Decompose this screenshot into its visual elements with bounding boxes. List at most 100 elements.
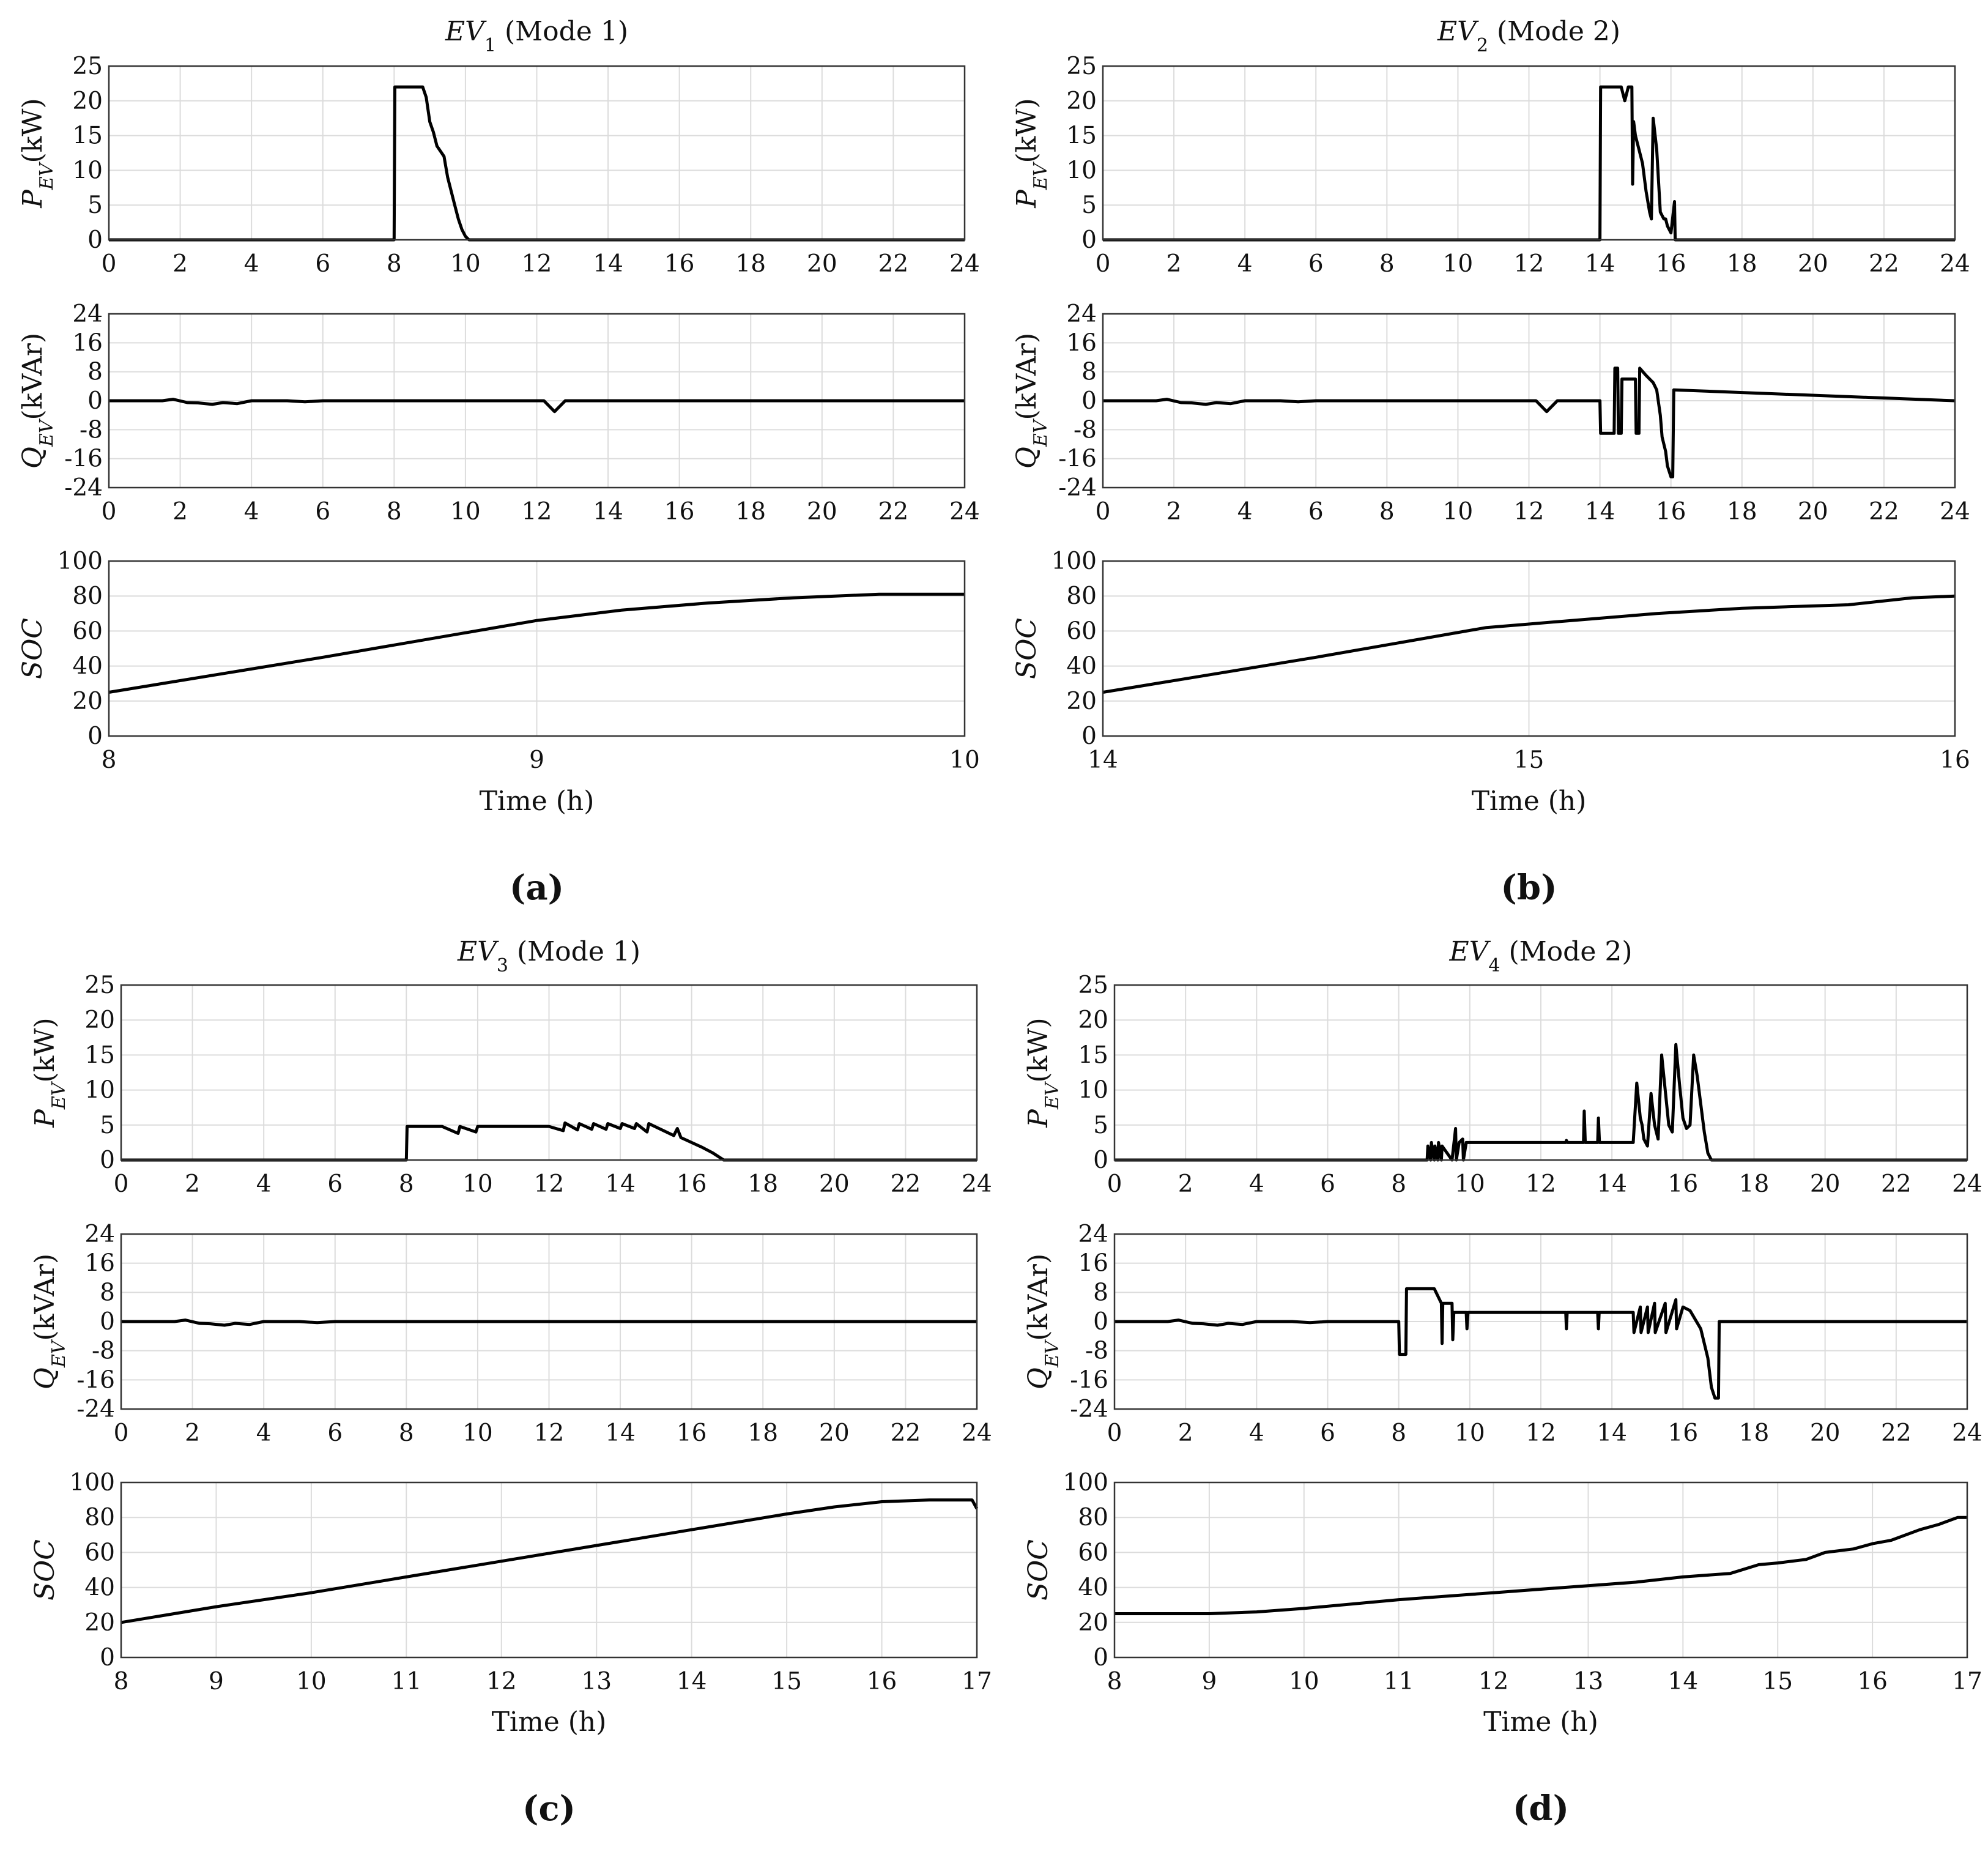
title-main: EV <box>1448 936 1491 967</box>
x-tick-label: 12 <box>1478 1668 1509 1695</box>
title-sub: 1 <box>484 35 496 56</box>
x-tick-label: 17 <box>962 1668 992 1695</box>
x-tick-label: 14 <box>593 250 623 278</box>
title-suffix: (Mode 2) <box>1488 16 1620 47</box>
ylabel-main: P <box>29 1109 61 1128</box>
x-tick-label: 6 <box>315 250 330 278</box>
y-tick-label: 40 <box>72 653 103 680</box>
y-tick-label: 60 <box>1078 1539 1108 1566</box>
x-tick-label: 18 <box>747 1419 778 1447</box>
x-tick-label: 0 <box>102 498 117 526</box>
y-axis-label: PEV(kW) <box>17 98 57 208</box>
x-tick-label: 0 <box>102 250 117 278</box>
panel-d: EV4 (Mode 2)0 2 4 6 8 10 12 14 16 18 20 22 240510152… <box>1023 936 1982 1829</box>
axes-frame <box>1102 313 1956 489</box>
series-line-p <box>121 1121 977 1162</box>
y-tick-label: 5 <box>1093 1112 1108 1139</box>
y-tick-label: 80 <box>1066 582 1097 610</box>
x-tick-label: 14 <box>605 1419 636 1447</box>
x-axis-label: Time (h) <box>492 1706 607 1738</box>
x-tick-label: 12 <box>534 1170 565 1198</box>
y-tick-label: 15 <box>84 1041 115 1069</box>
y-tick-label: -24 <box>1070 1396 1108 1423</box>
x-tick-label: 12 <box>522 250 552 278</box>
y-tick-label: 0 <box>87 226 103 254</box>
series-line-soc <box>1102 594 1956 694</box>
x-tick-label: 18 <box>747 1170 778 1198</box>
x-tick-label: 6 <box>327 1170 343 1198</box>
x-tick-label: 20 <box>807 250 837 278</box>
y-axis-label: SOC <box>1023 1539 1054 1601</box>
ylabel-main: Q <box>1011 447 1042 469</box>
x-tick-label: 13 <box>1573 1668 1604 1695</box>
y-tick-label: 100 <box>57 548 103 575</box>
subplot-q: 0 2 4 6 8 10 12 14 16 18 20 22 24-24-16-8081624QEV(k… <box>29 1221 992 1447</box>
y-tick-label: 0 <box>100 1308 115 1336</box>
axes-frame <box>120 1481 978 1659</box>
panel-title: EV4 (Mode 2) <box>1448 936 1632 976</box>
x-tick-label: 8 <box>399 1419 414 1447</box>
y-tick-label: 15 <box>1066 122 1097 150</box>
x-tick-label: 10 <box>450 250 481 278</box>
x-tick-label: 12 <box>1526 1170 1556 1198</box>
x-tick-label: 2 <box>185 1419 200 1447</box>
x-tick-label: 14 <box>1585 250 1615 278</box>
series-line-soc <box>1115 1515 1967 1615</box>
y-tick-label: 20 <box>1078 1609 1108 1637</box>
ylabel-main: Q <box>29 1367 61 1389</box>
x-tick-label: 15 <box>771 1668 802 1695</box>
x-tick-label: 20 <box>1810 1170 1841 1198</box>
x-tick-label: 6 <box>1308 250 1324 278</box>
panel-b: EV2 (Mode 2)0 2 4 6 8 10 12 14 16 18 20 22 240510152… <box>1011 16 1970 908</box>
panel-caption: (a) <box>510 868 564 908</box>
y-tick-label: 20 <box>1066 87 1097 115</box>
title-suffix: (Mode 1) <box>496 16 628 47</box>
title-sub: 4 <box>1488 955 1500 976</box>
x-tick-label: 18 <box>735 250 766 278</box>
x-tick-label: 0 <box>1107 1419 1122 1447</box>
x-tick-label: 6 <box>1308 498 1324 526</box>
ylabel-main: P <box>1023 1109 1054 1128</box>
x-tick-label: 12 <box>534 1419 565 1447</box>
y-tick-label: 5 <box>1081 192 1097 219</box>
subplot-q: 0 2 4 6 8 10 12 14 16 18 20 22 24-24-16-8081624QEV(k… <box>1023 1221 1982 1447</box>
y-axis-label: PEV(kW) <box>29 1017 70 1128</box>
x-tick-label: 24 <box>1952 1419 1982 1447</box>
x-tick-label: 10 <box>1443 498 1474 526</box>
x-tick-label: 22 <box>1881 1170 1912 1198</box>
panel-a: EV1 (Mode 1)0 2 4 6 8 10 12 14 16 18 20 22 240510152… <box>17 16 980 908</box>
subplot-q: 0 2 4 6 8 10 12 14 16 18 20 22 24-24-16-8081624QEV(k… <box>17 300 980 526</box>
y-axis-label: QEV(kVAr) <box>29 1254 70 1389</box>
y-tick-label: -16 <box>76 1366 115 1394</box>
x-tick-label: 14 <box>1088 746 1118 774</box>
y-axis-label: SOC <box>1011 618 1042 679</box>
subplot-soc: 14 15 16 0 20 40 60 80 100 SOC <box>1011 548 1970 774</box>
y-tick-label: 0 <box>1081 387 1097 415</box>
axes-frame <box>1102 65 1956 241</box>
x-axis-label: Time (h) <box>480 786 595 817</box>
x-tick-label: 8 <box>387 498 402 526</box>
y-tick-label: 80 <box>84 1504 115 1531</box>
y-tick-label: -8 <box>92 1337 115 1365</box>
y-tick-label: 20 <box>72 688 103 715</box>
x-tick-label: 22 <box>1869 498 1899 526</box>
y-tick-label: -24 <box>1058 474 1097 502</box>
x-tick-label: 20 <box>1810 1419 1841 1447</box>
x-tick-label: 8 <box>102 746 117 774</box>
series-line-p <box>1103 85 1955 242</box>
y-tick-label: 80 <box>72 582 103 610</box>
x-tick-label: 16 <box>1656 250 1686 278</box>
x-tick-label: 8 <box>1379 498 1395 526</box>
x-tick-label: 0 <box>114 1170 129 1198</box>
y-tick-label: 16 <box>72 329 103 357</box>
y-axis-label: SOC <box>17 618 48 679</box>
x-tick-label: 15 <box>1762 1668 1793 1695</box>
y-tick-label: 10 <box>1078 1077 1108 1104</box>
ylabel-sub: EV <box>1030 161 1051 190</box>
x-tick-label: 16 <box>1668 1170 1699 1198</box>
y-tick-label: -16 <box>1058 445 1097 473</box>
x-tick-label: 18 <box>1727 250 1757 278</box>
ylabel-unit: (kVAr) <box>1011 333 1042 420</box>
